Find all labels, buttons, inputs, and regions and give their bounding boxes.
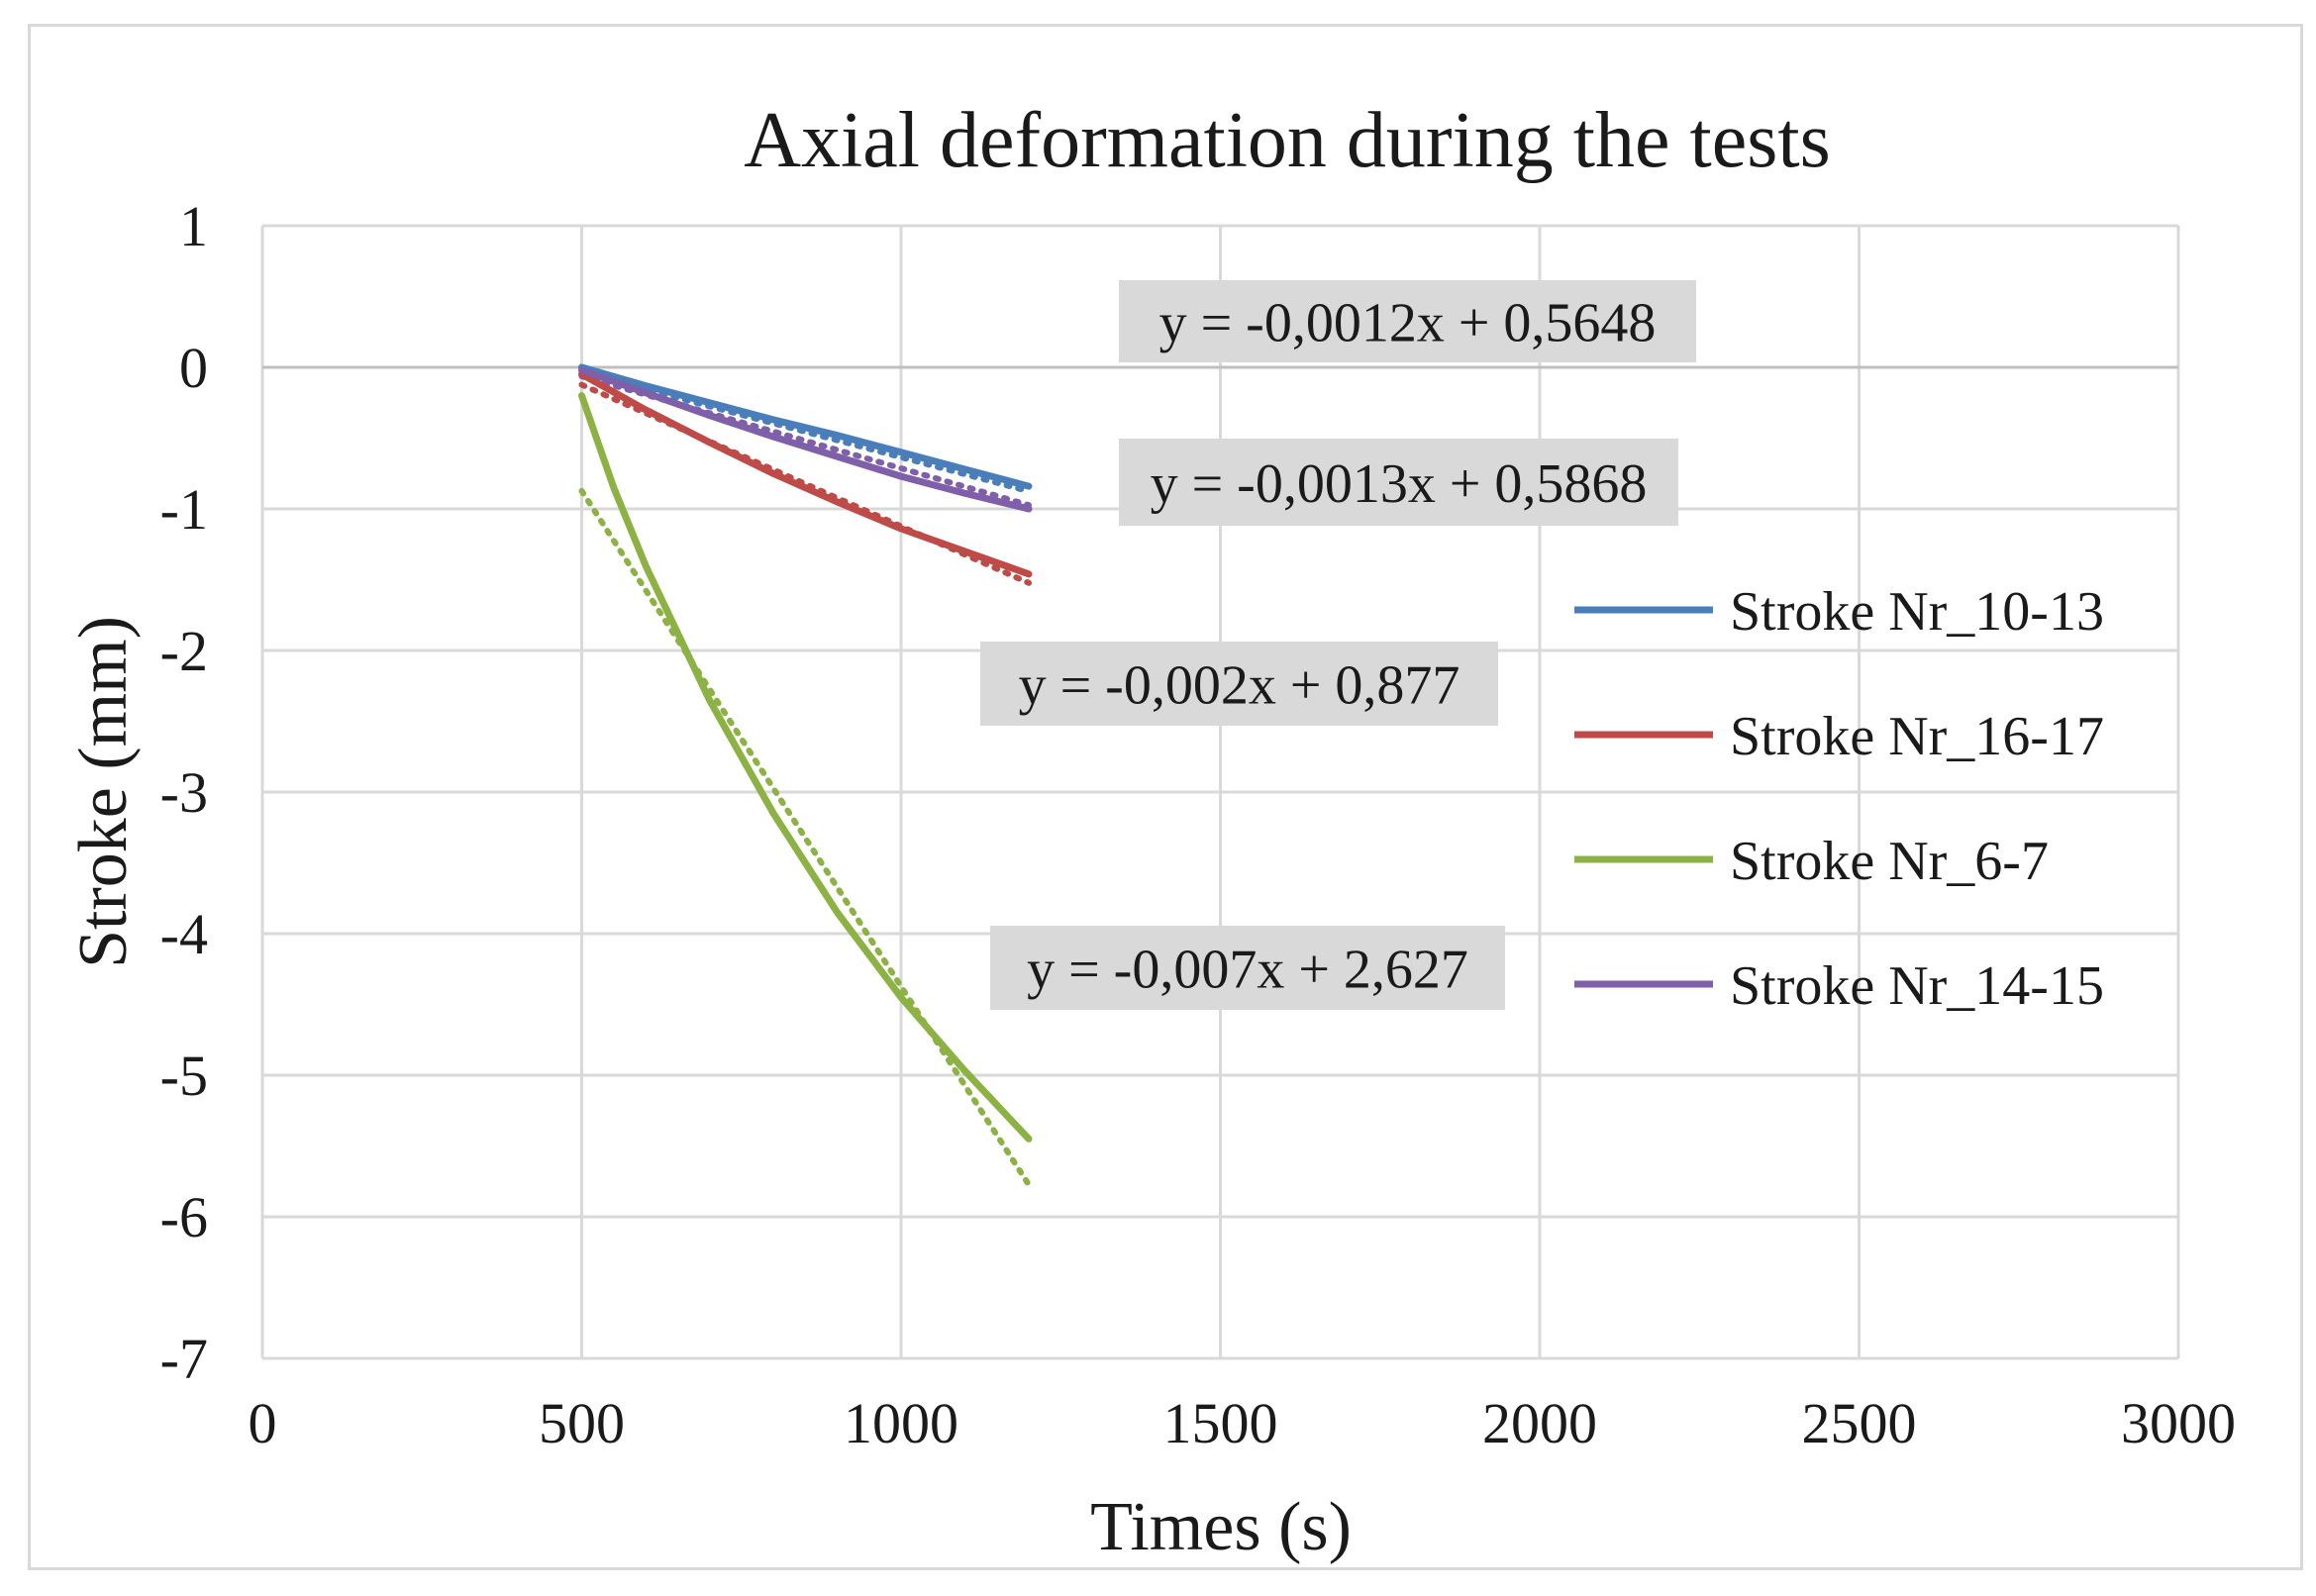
trendline-equation-label: y = -0,007x + 2,627 (990, 926, 1505, 1010)
series-line-stroke-nr-6-7 (578, 392, 1033, 1143)
legend: Stroke Nr_10-13 Stroke Nr_16-17 Stroke Nr_… (1574, 581, 2104, 1017)
trendline-stroke-nr-6-7 (578, 487, 1032, 1188)
x-tick-label: 1000 (844, 1391, 958, 1455)
legend-label: Stroke Nr_16-17 (1730, 706, 2104, 767)
equation-label-background (990, 926, 1505, 1010)
x-tick-label: 2500 (1802, 1391, 1917, 1455)
equation-annotations: y = -0,0012x + 0,5648 y = -0,0013x + 0,58… (980, 280, 1696, 1010)
equation-label-background (1119, 439, 1678, 526)
x-tick-label: 2000 (1482, 1391, 1597, 1455)
x-tick-label: 500 (539, 1391, 625, 1455)
trendline-equation-label: y = -0,002x + 0,877 (980, 642, 1498, 726)
grid (260, 224, 2180, 1360)
chart-title: Axial deformation during the tests (744, 97, 1831, 184)
y-tick-label: -2 (160, 619, 208, 683)
trendline-equation-label: y = -0,0012x + 0,5648 (1119, 280, 1696, 362)
equation-label-text: y = -0,002x + 0,877 (1019, 655, 1460, 717)
y-tick-label: -4 (160, 902, 208, 966)
legend-label: Stroke Nr_14-15 (1730, 955, 2104, 1017)
axes: 0 500 1000 1500 2000 2500 3000 1 0 -1 -2 -3 -4 -5 -6 -7 (160, 194, 2236, 1455)
trendline-equation-label: y = -0,0013x + 0,5868 (1119, 439, 1678, 526)
y-tick-label: 0 (179, 336, 208, 400)
x-tick-label: 1500 (1163, 1391, 1278, 1455)
y-tick-label: -3 (160, 760, 208, 825)
legend-label: Stroke Nr_6-7 (1730, 831, 2049, 892)
legend-label: Stroke Nr_10-13 (1730, 581, 2104, 643)
equation-label-text: y = -0,007x + 2,627 (1027, 940, 1468, 1001)
y-tick-label: -5 (160, 1044, 208, 1108)
series-line-stroke-nr-10-13 (578, 363, 1033, 490)
y-tick-label: 1 (179, 194, 208, 258)
equation-label-text: y = -0,0012x + 0,5648 (1159, 293, 1657, 354)
series-line-stroke-nr-16-17 (578, 370, 1033, 578)
y-axis-label: Stroke (mm) (65, 616, 142, 968)
equation-label-background (980, 642, 1498, 726)
legend-item-stroke-nr-6-7: Stroke Nr_6-7 (1574, 831, 2049, 892)
y-tick-label: -7 (160, 1327, 208, 1391)
y-tick-label: -6 (160, 1185, 208, 1249)
y-tick-label: -1 (160, 477, 208, 542)
equation-label-background (1119, 280, 1696, 362)
x-tick-label: 0 (249, 1391, 277, 1455)
legend-item-stroke-nr-14-15: Stroke Nr_14-15 (1574, 955, 2104, 1017)
equation-label-text: y = -0,0013x + 0,5868 (1151, 453, 1648, 515)
series-lines (578, 363, 1033, 1143)
x-tick-label: 3000 (2121, 1391, 2236, 1455)
legend-item-stroke-nr-16-17: Stroke Nr_16-17 (1574, 706, 2104, 767)
legend-item-stroke-nr-10-13: Stroke Nr_10-13 (1574, 581, 2104, 643)
x-axis-label: Times (s) (1090, 1489, 1352, 1565)
series-line-stroke-nr-14-15 (578, 366, 1033, 513)
